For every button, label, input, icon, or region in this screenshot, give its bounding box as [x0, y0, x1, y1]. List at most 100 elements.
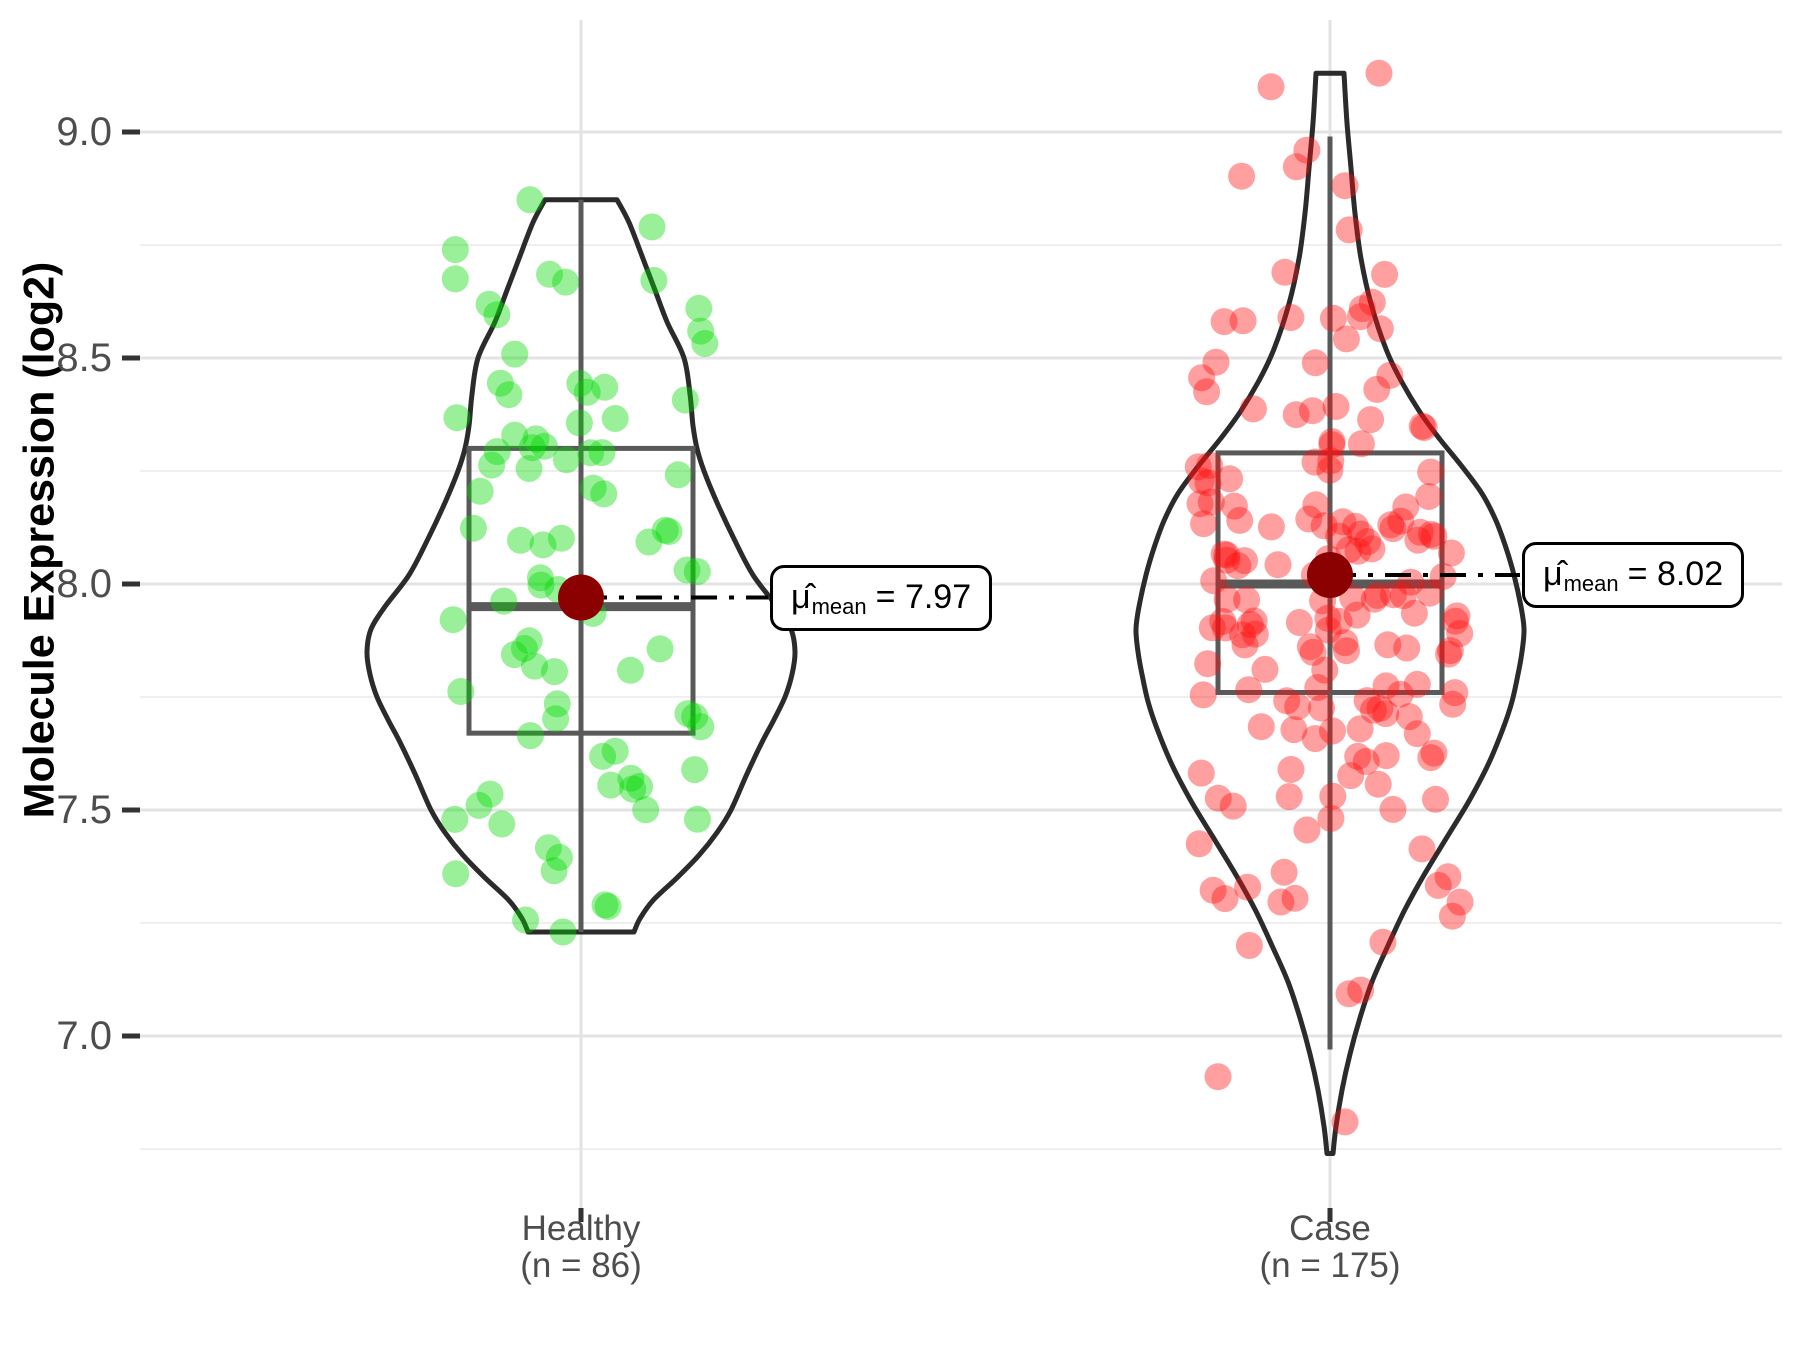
mean-subscript: mean: [811, 593, 867, 619]
jitter-point: [1216, 465, 1244, 493]
violin-outline: [364, 197, 798, 935]
jitter-point: [1371, 260, 1399, 288]
jitter-point: [1360, 585, 1388, 613]
jitter-point: [1194, 650, 1222, 678]
x-category-name: Case: [1289, 1209, 1371, 1248]
jitter-point: [594, 893, 622, 920]
jitter-point: [545, 843, 573, 871]
jitter-point: [1198, 614, 1226, 642]
jitter-point: [1293, 816, 1321, 844]
y-tick-label: 7.0: [56, 1014, 112, 1058]
jitter-point: [1372, 742, 1400, 770]
jitter-point: [1395, 703, 1423, 731]
jitter-point: [1400, 599, 1428, 627]
jitter-point: [507, 526, 534, 554]
jitter-point: [590, 480, 618, 508]
jitter-point: [486, 369, 514, 397]
jitter-point: [1241, 620, 1269, 648]
jitter-point: [549, 918, 577, 946]
jitter-point: [515, 455, 543, 482]
jitter-point: [1329, 508, 1357, 536]
jitter-point: [1331, 1108, 1359, 1136]
jitter-point: [1403, 720, 1431, 748]
jitter-point: [1267, 888, 1295, 916]
jitter-point: [1358, 535, 1386, 563]
jitter-point: [1346, 303, 1374, 331]
jitter-point: [1187, 759, 1215, 787]
jitter-point: [441, 265, 469, 293]
jitter-point: [1417, 744, 1445, 772]
jitter-point: [1347, 430, 1375, 458]
jitter-point: [601, 405, 629, 432]
jitter-point: [529, 531, 557, 559]
jitter-point: [1188, 364, 1216, 392]
jitter-point: [1302, 491, 1330, 519]
jitter-point: [1337, 762, 1365, 790]
jitter-point: [1369, 928, 1397, 956]
jitter-point: [681, 756, 709, 784]
jitter-point: [1322, 393, 1350, 420]
jitter-point: [1347, 976, 1375, 1004]
jitter-point: [684, 805, 711, 833]
y-tick-label: 8.0: [56, 562, 112, 606]
jitter-point: [1184, 453, 1212, 481]
jitter-point: [1333, 637, 1360, 665]
jitter-point: [1358, 288, 1386, 316]
jitter-point: [1308, 694, 1335, 722]
jitter-point: [591, 373, 619, 401]
jitter-point: [635, 528, 663, 556]
jitter-point: [1387, 507, 1415, 535]
jitter-point: [1404, 526, 1432, 554]
jitter-point: [441, 805, 469, 833]
jitter-point: [646, 635, 674, 663]
x-category-label-case: Case (n = 175): [1130, 1210, 1530, 1284]
jitter-point: [1186, 490, 1214, 518]
jitter-point: [674, 700, 702, 728]
jitter-point: [589, 742, 617, 770]
jitter-point: [443, 404, 471, 432]
jitter-point: [552, 268, 580, 296]
jitter-point: [1226, 506, 1254, 534]
jitter-point: [1374, 631, 1402, 659]
jitter-point: [1233, 586, 1261, 614]
mean-annotation: μ̂ mean = 8.02: [1522, 541, 1745, 608]
jitter-point: [1229, 621, 1257, 649]
jitter-point: [1251, 655, 1279, 683]
jitter-point: [501, 340, 529, 368]
jitter-point: [1319, 304, 1347, 332]
jitter-point: [1247, 713, 1275, 741]
jitter-point: [1415, 483, 1443, 510]
jitter-point: [1348, 295, 1376, 323]
jitter-point: [1293, 136, 1321, 164]
jitter-point: [681, 703, 709, 731]
jitter-point: [1211, 885, 1239, 913]
jitter-point: [1408, 412, 1436, 440]
jitter-point: [1408, 835, 1436, 863]
jitter-point: [1235, 932, 1263, 959]
jitter-point: [1282, 153, 1310, 181]
jitter-point: [1236, 611, 1264, 638]
jitter-point: [439, 606, 467, 634]
mean-dot: [1307, 551, 1353, 598]
jitter-point: [540, 857, 568, 885]
jitter-point: [685, 294, 713, 322]
jitter-point: [1366, 315, 1394, 343]
jitter-point: [1210, 540, 1238, 568]
jitter-point: [1319, 717, 1346, 745]
mu-hat-symbol: μ̂: [1543, 555, 1563, 594]
jitter-point: [1229, 307, 1257, 335]
jitter-point: [1331, 629, 1359, 657]
jitter-point: [1403, 670, 1431, 698]
jitter-point: [1314, 616, 1342, 644]
jitter-point: [475, 290, 503, 318]
jitter-point: [1446, 888, 1474, 916]
jitter-point: [1344, 537, 1372, 565]
jitter-point: [442, 860, 470, 888]
jitter-point: [1363, 375, 1391, 403]
jitter-point: [1224, 552, 1252, 580]
jitter-point: [1393, 634, 1421, 662]
jitter-point: [1318, 428, 1346, 456]
jitter-point: [1434, 863, 1462, 891]
jitter-point: [459, 514, 487, 542]
